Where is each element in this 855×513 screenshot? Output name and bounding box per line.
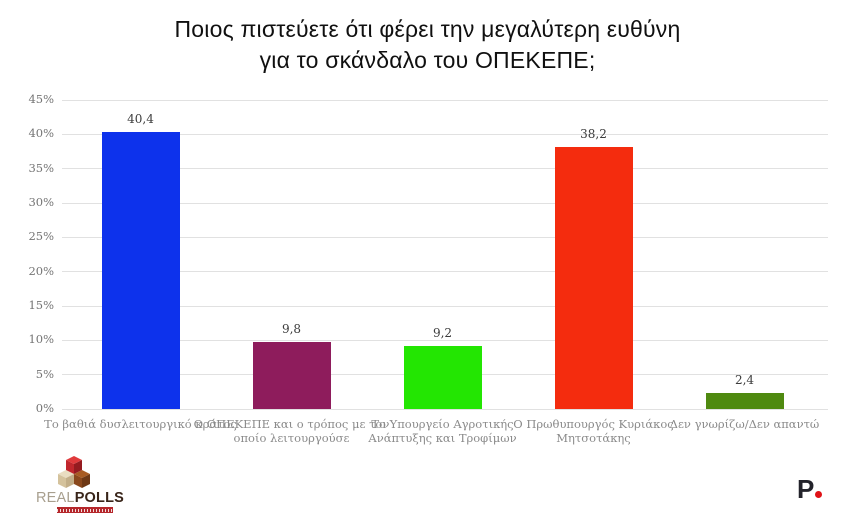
gridline [62, 202, 828, 204]
y-tick-label: 20% [28, 263, 54, 278]
realpolls-wordmark-polls: POLLS [74, 490, 125, 506]
y-tick-label: 15% [28, 298, 54, 312]
realpolls-cubes-icon [58, 456, 90, 488]
y-tick-label: 45% [28, 92, 54, 106]
x-category-label: Το Υπουργείο Αγροτικής Ανάπτυξης και Τρο… [368, 417, 517, 445]
gridline [62, 271, 828, 273]
chart-title-line1: Ποιος πιστεύετε ότι φέρει την μεγαλύτερη… [174, 16, 681, 42]
bar [554, 146, 633, 409]
y-tick-label: 5% [35, 366, 54, 381]
x-category-label: Το βαθιά δυσλειτουργικό κράτος [44, 417, 237, 431]
publisher-logo-dot-icon [815, 491, 823, 498]
y-tick-label: 10% [28, 332, 54, 347]
gridline [62, 236, 828, 238]
y-tick-label: 40% [28, 126, 54, 141]
x-category-label: Ο ΟΠΕΚΕΠΕ και ο τρόπος με τον οποίο λειτ… [193, 417, 390, 445]
realpolls-logo: REALPOLLS [36, 455, 132, 513]
bar [101, 131, 180, 409]
realpolls-wordmark: REALPOLLS [36, 491, 132, 506]
bar [252, 341, 331, 409]
gridline [62, 305, 828, 307]
gridline [62, 133, 828, 135]
bar-value-label: 9,8 [281, 321, 302, 336]
chart-title-line2: για το σκάνδαλο του ΟΠΕΚΕΠΕ; [259, 47, 596, 73]
chart-title: Ποιος πιστεύετε ότι φέρει την μεγαλύτερη… [118, 14, 738, 76]
publisher-logo: P [797, 474, 823, 504]
y-tick-label: 25% [28, 229, 54, 244]
bar-value-label: 40,4 [127, 111, 154, 126]
y-tick-label: 30% [28, 195, 54, 209]
bar-value-label: 2,4 [734, 372, 755, 387]
gridline [62, 168, 828, 170]
gridline [62, 99, 828, 101]
x-category-label: Δεν γνωρίζω/Δεν απαντώ [669, 417, 820, 431]
gridline [62, 408, 828, 410]
y-tick-label: 35% [28, 160, 54, 175]
plot-area: 0% 5% 10% 15% 20% 25% 30% 35% 40% 45% 40,4 Το βαθιά… [28, 92, 828, 445]
realpolls-tagline-strip [57, 507, 113, 513]
bar [705, 392, 784, 409]
realpolls-wordmark-real: REAL [36, 490, 75, 506]
bar-value-label: 9,2 [432, 325, 453, 340]
bar [403, 345, 482, 409]
gridline [62, 339, 828, 341]
bar-value-label: 38,2 [580, 126, 607, 141]
x-category-label: Ο Πρωθυπουργός Κυριάκος Μητσοτάκης [513, 417, 674, 445]
publisher-logo-letter: P [797, 474, 815, 504]
y-tick-label: 0% [35, 401, 54, 415]
